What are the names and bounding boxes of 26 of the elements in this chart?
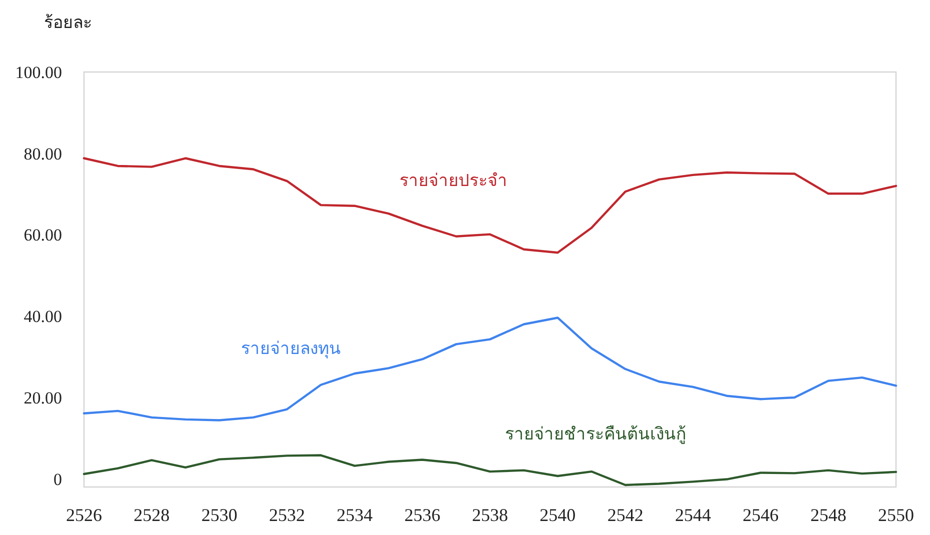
y-tick-label: 0	[54, 470, 62, 489]
x-tick-label: 2528	[134, 505, 170, 525]
y-tick-label: 80.00	[24, 144, 62, 164]
series-label: รายจ่ายชำระคืนต้นเงินกู้	[505, 424, 686, 444]
x-tick-label: 2548	[810, 505, 846, 525]
line-series	[82, 454, 898, 486]
line-series	[82, 157, 898, 254]
x-tick-label: 2538	[472, 505, 508, 525]
line-series	[82, 316, 898, 422]
y-tick-label: 60.00	[24, 226, 62, 245]
x-tick-label: 2530	[201, 505, 238, 525]
y-tick-label: 100.00	[15, 62, 62, 82]
x-tick-label: 2526	[66, 505, 102, 525]
x-tick-label: 2544	[675, 505, 711, 525]
x-tick-label: 2536	[404, 505, 440, 525]
x-tick-label: 2540	[540, 505, 576, 525]
series-label: รายจ่ายประจำ	[399, 171, 508, 190]
x-tick-label: 2550	[878, 505, 914, 525]
y-tick-label: 20.00	[24, 388, 62, 408]
x-tick-label: 2542	[607, 505, 644, 525]
y-tick-label: 40.00	[24, 307, 62, 326]
x-tick-label: 2532	[269, 505, 305, 525]
x-tick-label: 2534	[336, 505, 373, 525]
series-label: รายจ่ายลงทุน	[241, 339, 342, 360]
x-tick-label: 2546	[742, 505, 779, 525]
y-axis-title: ร้อยละ	[44, 13, 92, 32]
